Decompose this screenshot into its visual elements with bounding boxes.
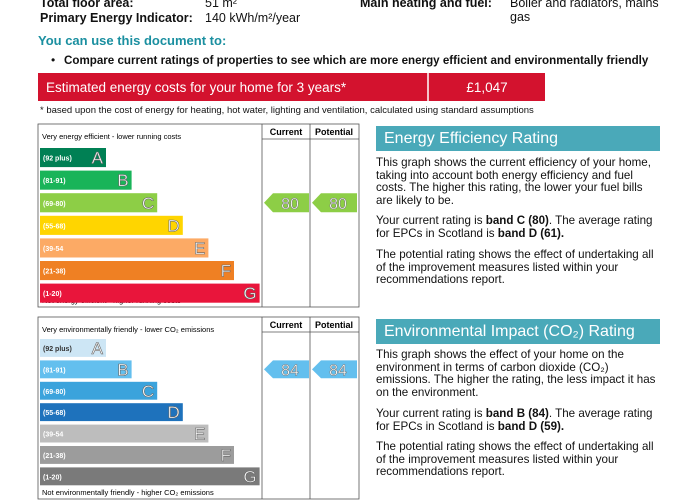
paragraph-text: Your current rating is <box>376 214 486 227</box>
summary-value: 51 m² <box>205 0 237 10</box>
summary-label: Total floor area: <box>40 0 134 10</box>
footnote: * based upon the cost of energy for heat… <box>40 105 534 116</box>
band-range: (39-54 <box>43 246 63 253</box>
paragraph-text: band C (80) <box>485 214 549 227</box>
rating-arrow <box>312 360 357 379</box>
paragraph-text: . The average rating for EPCs in Scotlan… <box>376 407 653 433</box>
band-range: (55-68) <box>43 410 66 417</box>
summary-label: Primary Energy Indicator: <box>40 11 193 25</box>
band-bar <box>40 381 158 400</box>
band-range: (21-38) <box>43 269 66 276</box>
band-letter: E <box>194 425 205 444</box>
band-letter: G <box>243 284 256 303</box>
band-range: (92 plus) <box>43 346 72 353</box>
summary-value: Boiler and radiators, mains gas <box>510 0 659 24</box>
band-bar <box>40 446 234 464</box>
column-header: Current <box>270 127 303 137</box>
cost-label: Estimated energy costs for your home for… <box>46 80 347 95</box>
band-letter: D <box>168 216 180 235</box>
bullet-dot: • <box>51 53 56 67</box>
band-letter: A <box>92 339 104 358</box>
summary-value: 140 kWh/m²/year <box>205 11 301 25</box>
column-header: Current <box>270 320 303 330</box>
paragraph-text: Your current rating is <box>376 407 486 420</box>
band-range: (1-20) <box>43 474 62 481</box>
band-bar <box>40 467 260 486</box>
paragraph-text: This graph shows the effect of your home… <box>376 348 656 399</box>
column-header: Potential <box>315 127 353 137</box>
band-bar <box>40 238 209 258</box>
summary-label: Main heating and fuel: <box>360 0 492 10</box>
paragraph: This graph shows the current efficiency … <box>376 156 660 207</box>
rating-arrow <box>312 193 357 213</box>
band-range: (1-20) <box>43 291 62 298</box>
bottom-label: Not environmentally friendly - higher CO… <box>42 488 214 497</box>
rating-arrow <box>264 360 309 379</box>
band-letter: B <box>117 360 128 379</box>
band-bar <box>40 339 106 357</box>
band-letter: E <box>194 239 205 258</box>
band-bar <box>40 283 260 303</box>
paragraph-text: band D (59). <box>497 419 565 433</box>
top-label: Very energy efficient - lower running co… <box>42 132 181 141</box>
paragraph: The potential rating shows the effect of… <box>376 440 660 479</box>
rating-value: 84 <box>329 362 347 379</box>
paragraph-text: The potential rating shows the effect of… <box>376 440 654 479</box>
band-range: (21-38) <box>43 453 66 460</box>
paragraph-text: The potential rating shows the effect of… <box>376 248 654 287</box>
band-bar <box>40 170 132 190</box>
band-range: (69-80) <box>43 389 66 396</box>
rating-arrow <box>264 193 309 213</box>
band-bar <box>40 261 234 281</box>
band-letter: C <box>142 194 154 213</box>
band-letter: F <box>221 262 231 281</box>
band-range: (81-91) <box>43 178 66 185</box>
paragraph: Your current rating is band C (80). The … <box>376 214 660 240</box>
band-letter: B <box>117 171 128 190</box>
paragraph-text: band D (61). <box>497 226 565 240</box>
bullet-text: Compare current ratings of properties to… <box>64 54 649 67</box>
rating-title: Energy Efficiency Rating <box>376 126 660 151</box>
paragraph-text: band B (84) <box>485 407 549 420</box>
uses-heading: You can use this document to: <box>38 33 227 48</box>
rating-value: 80 <box>281 196 299 213</box>
rating-value: 80 <box>329 196 347 213</box>
band-bar <box>40 148 106 168</box>
band-range: (55-68) <box>43 223 66 230</box>
band-bar <box>40 215 183 235</box>
cost-bar <box>38 73 545 101</box>
band-letter: A <box>92 149 104 168</box>
rating-value: 84 <box>281 362 299 379</box>
paragraph-text: . The average rating for EPCs in Scotlan… <box>376 214 653 240</box>
cost-value: £1,047 <box>466 80 507 95</box>
paragraph-text: This graph shows the current efficiency … <box>376 156 651 207</box>
column-header: Potential <box>315 320 353 330</box>
rating-title: Environmental Impact (CO₂) Rating <box>376 319 660 344</box>
band-range: (39-54 <box>43 432 63 439</box>
band-range: (69-80) <box>43 201 66 208</box>
band-range: (92 plus) <box>43 156 72 163</box>
top-label: Very environmentally friendly - lower CO… <box>42 325 214 334</box>
band-bar <box>40 424 209 443</box>
band-letter: D <box>168 403 180 422</box>
band-letter: G <box>243 467 256 486</box>
band-letter: C <box>142 382 154 401</box>
band-letter: F <box>221 446 231 465</box>
band-range: (81-91) <box>43 367 66 374</box>
paragraph: The potential rating shows the effect of… <box>376 248 660 287</box>
band-bar <box>40 360 132 379</box>
rating-frame <box>37 123 360 308</box>
rating-frame <box>37 316 360 500</box>
paragraph: This graph shows the effect of your home… <box>376 348 660 399</box>
band-bar <box>40 193 158 213</box>
paragraph: Your current rating is band B (84). The … <box>376 407 660 433</box>
band-bar <box>40 403 183 422</box>
